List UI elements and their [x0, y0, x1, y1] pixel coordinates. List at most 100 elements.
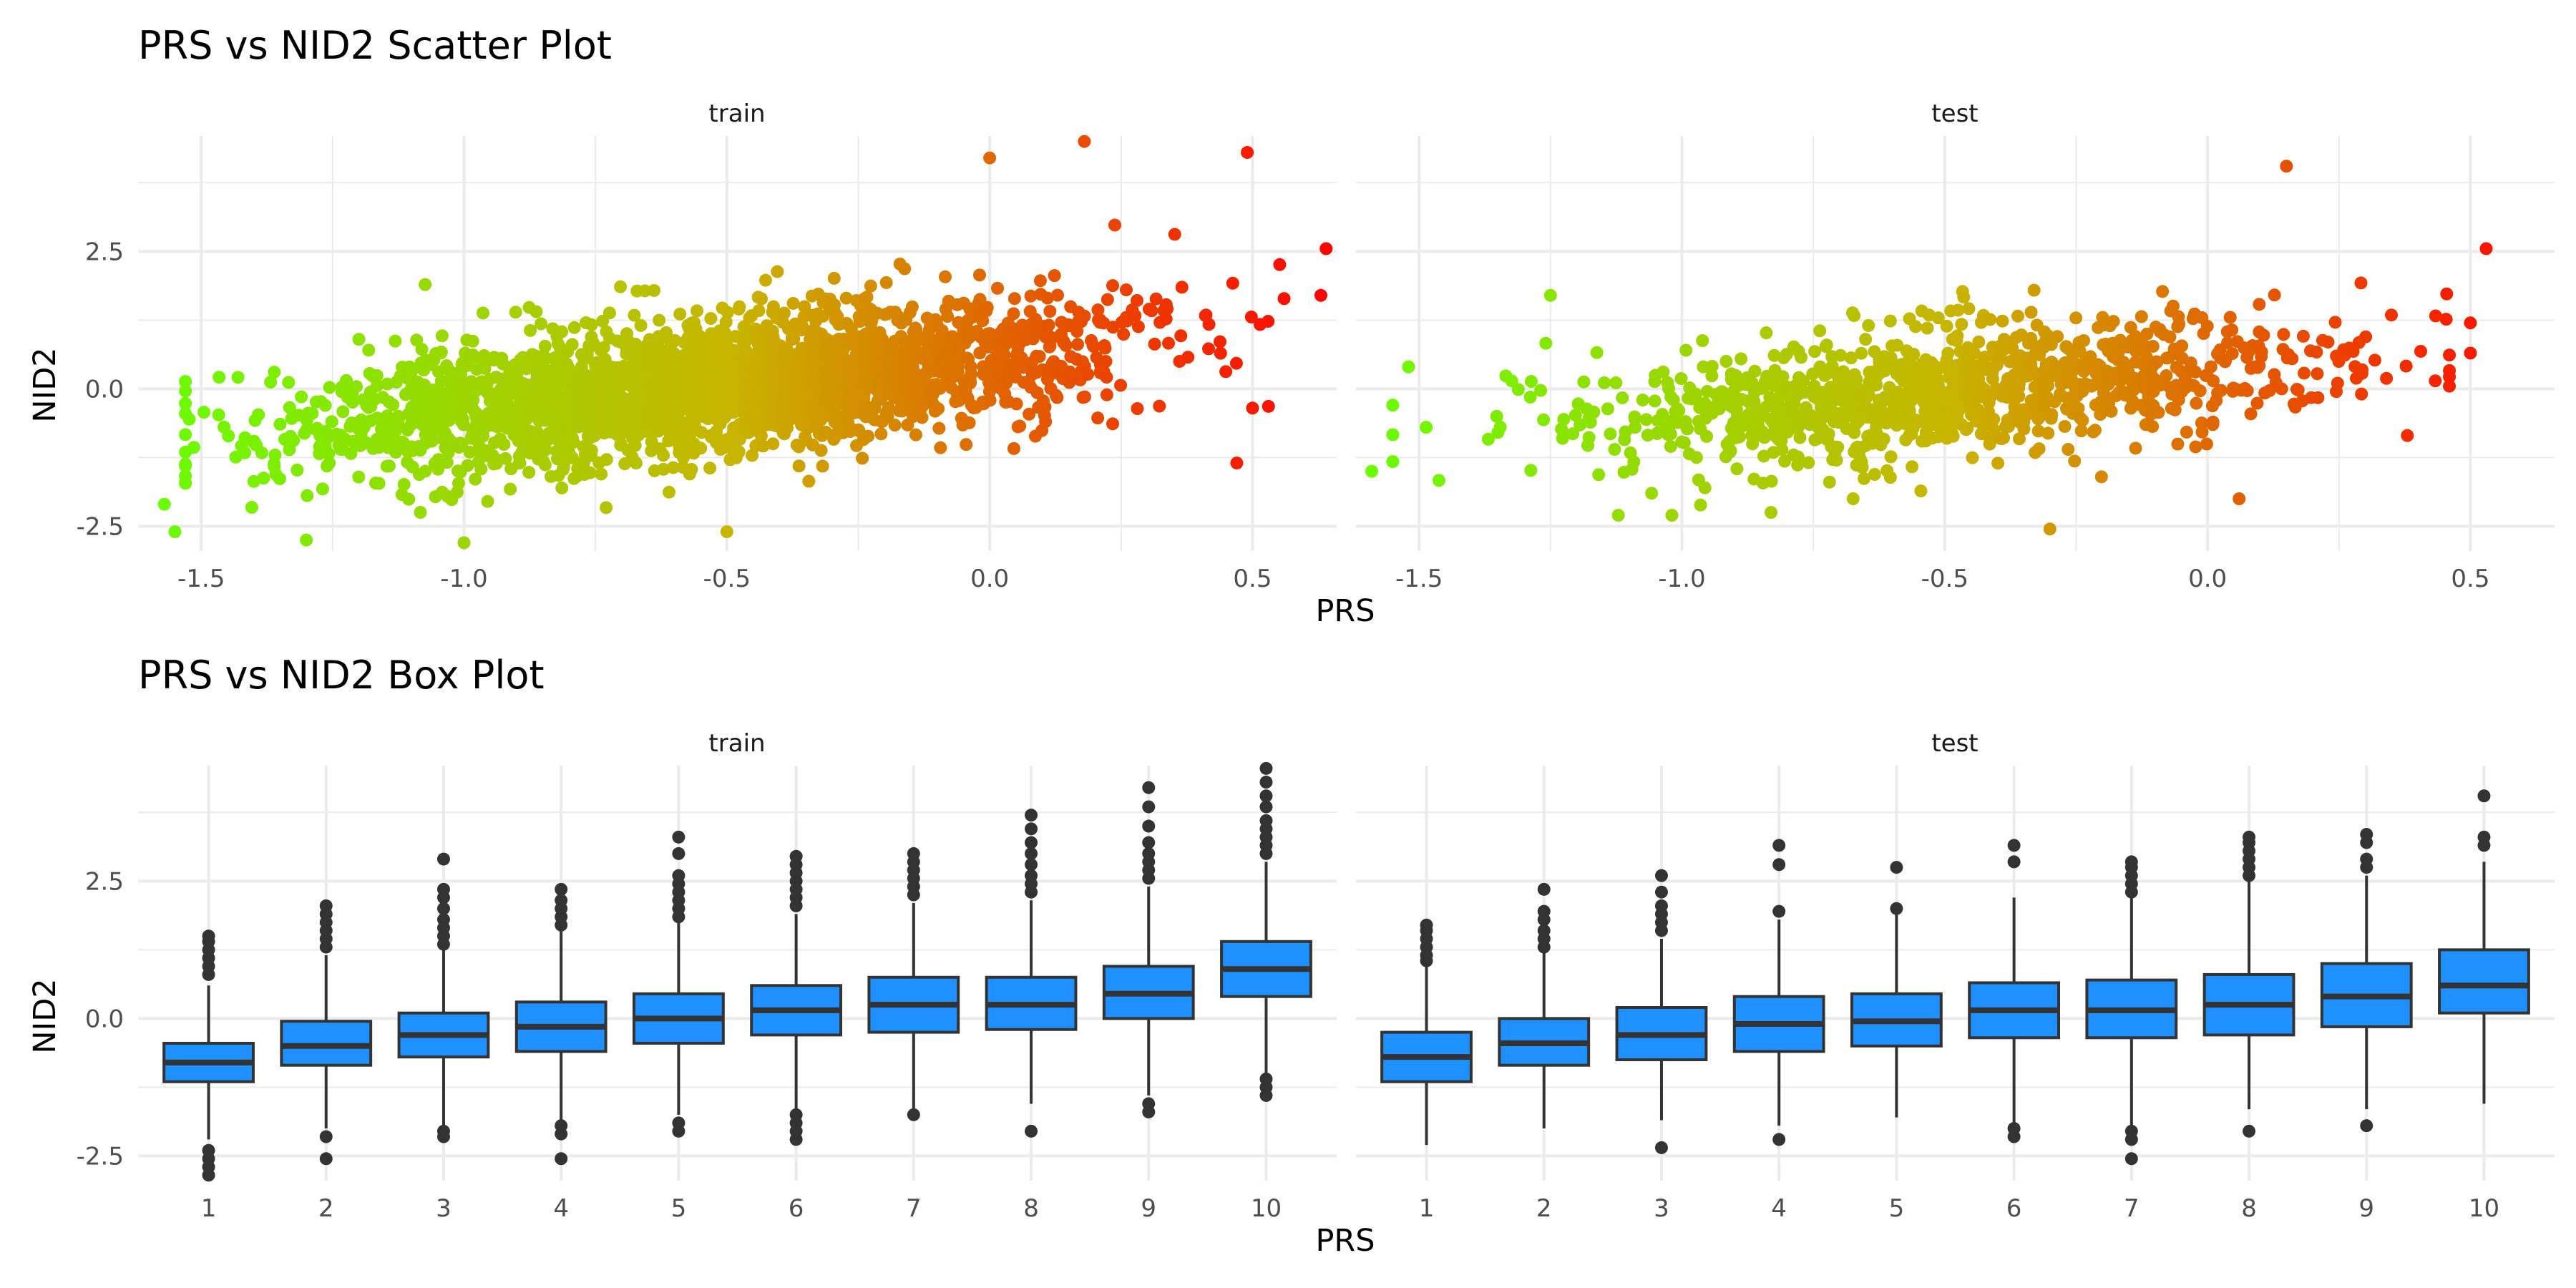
scatter-point	[2354, 276, 2368, 290]
scatter-point	[1765, 506, 1778, 519]
scatter-point	[732, 445, 746, 459]
box-y-axis-label: NID2	[27, 978, 63, 1053]
scatter-point	[1365, 464, 1379, 478]
x-tick-label: 10	[1251, 1194, 1282, 1223]
scatter-point	[2069, 311, 2083, 325]
scatter-point	[1582, 431, 1596, 444]
scatter-point	[1153, 399, 1166, 413]
scatter-point	[2135, 310, 2148, 323]
scatter-facet-label-train: train	[708, 99, 765, 128]
scatter-point	[1831, 440, 1845, 454]
scatter-point	[2479, 242, 2493, 255]
scatter-point	[1608, 443, 1621, 457]
scatter-point	[402, 492, 416, 506]
scatter-point	[1705, 359, 1719, 373]
scatter-y-axis-label: NID2	[27, 347, 63, 422]
x-tick-label: 0.5	[1233, 565, 1272, 593]
scatter-point	[1868, 467, 1881, 481]
scatter-point	[2368, 353, 2381, 367]
scatter-point	[1230, 457, 1244, 470]
scatter-point	[1907, 348, 1921, 361]
scatter-point	[1386, 455, 1400, 469]
box-outlier	[1259, 776, 1273, 789]
scatter-point	[405, 364, 419, 378]
box-outlier	[1772, 858, 1786, 872]
box-outlier	[1654, 1141, 1668, 1154]
scatter-point	[882, 401, 895, 414]
scatter-point	[1078, 135, 1091, 148]
x-tick-label: 1	[201, 1194, 217, 1223]
scatter-point	[336, 405, 350, 419]
scatter-point	[2146, 339, 2160, 353]
box-title: PRS vs NID2 Box Plot	[138, 653, 545, 698]
scatter-point	[1100, 371, 1113, 384]
scatter-point	[983, 327, 997, 341]
scatter-point	[1598, 376, 1611, 389]
box-outlier	[555, 1127, 568, 1141]
scatter-point	[1537, 413, 1551, 426]
scatter-point	[1128, 309, 1142, 323]
scatter-point	[1611, 509, 1625, 522]
scatter-point	[2255, 345, 2268, 358]
scatter-point	[1246, 401, 1259, 415]
box-outlier	[1259, 800, 1273, 814]
scatter-facet-label-test: test	[1931, 99, 1978, 128]
x-tick-label: 4	[1771, 1194, 1787, 1223]
scatter-point	[1420, 421, 1433, 434]
scatter-point	[441, 446, 455, 459]
scatter-point	[1175, 280, 1189, 294]
scatter-point	[1099, 355, 1113, 369]
box-outlier	[319, 899, 333, 912]
box-outlier	[1772, 1133, 1786, 1146]
scatter-point	[1665, 509, 1679, 522]
scatter-point	[941, 310, 955, 323]
scatter-point	[1050, 391, 1064, 404]
scatter-point	[2068, 454, 2082, 468]
scatter-point	[1119, 283, 1133, 297]
scatter-point	[663, 485, 676, 499]
scatter-point	[1432, 474, 1445, 487]
scatter-point	[704, 312, 718, 326]
scatter-point	[1962, 302, 1976, 316]
scatter-point	[2180, 425, 2193, 439]
scatter-point	[2355, 387, 2368, 401]
scatter-point	[2172, 317, 2186, 331]
scatter-point	[874, 427, 888, 441]
scatter-point	[252, 408, 265, 421]
x-tick-label: 9	[1141, 1194, 1156, 1223]
scatter-point	[1098, 341, 1112, 355]
scatter-point	[648, 283, 661, 297]
box-outlier	[1142, 819, 1156, 833]
scatter-point	[231, 371, 245, 384]
box-outlier	[1025, 847, 1038, 860]
box-outlier	[2477, 789, 2491, 803]
scatter-point	[222, 429, 235, 443]
scatter-point	[1262, 399, 1275, 413]
x-tick-label: -1.5	[1395, 565, 1443, 593]
scatter-point	[476, 306, 489, 320]
y-tick-label: 2.5	[85, 238, 124, 266]
scatter-point	[2200, 319, 2214, 333]
scatter-point	[583, 466, 597, 479]
x-tick-label: 7	[906, 1194, 922, 1223]
scatter-point	[352, 470, 366, 484]
scatter-point	[1883, 314, 1897, 328]
box-outlier	[1772, 839, 1786, 852]
scatter-point	[1991, 457, 2005, 470]
scatter-point	[371, 379, 384, 392]
x-tick-label: 1	[1419, 1194, 1435, 1223]
y-tick-label: -2.5	[77, 1142, 124, 1171]
scatter-point	[295, 390, 308, 404]
scatter-point	[932, 402, 945, 416]
box-outlier	[2007, 1130, 2021, 1143]
scatter-point	[754, 429, 768, 443]
box-outlier	[1025, 869, 1038, 882]
scatter-point	[1689, 451, 1703, 464]
scatter-point	[466, 334, 479, 348]
scatter-point	[434, 345, 448, 358]
scatter-point	[282, 376, 296, 389]
scatter-point	[1823, 475, 1836, 489]
scatter-point	[718, 326, 732, 340]
scatter-point	[898, 262, 912, 275]
